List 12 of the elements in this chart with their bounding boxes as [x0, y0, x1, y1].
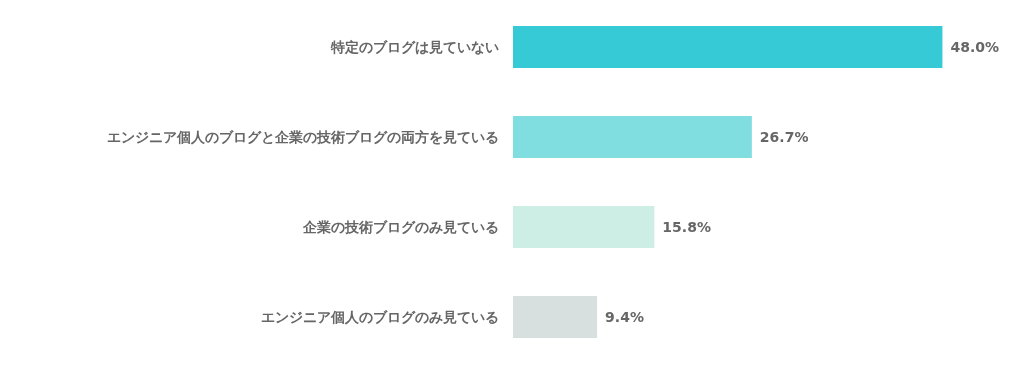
data-label: 9.4% [605, 309, 644, 325]
bar [513, 296, 598, 338]
bar [513, 116, 752, 158]
y-tick-label: エンジニア個人のブログのみ見ている [261, 309, 499, 325]
data-label: 26.7% [759, 129, 809, 145]
y-tick-label: 特定のブログは見ていない [330, 39, 499, 55]
bar [513, 26, 943, 68]
y-tick-label: エンジニア個人のブログと企業の技術ブログの両方を見ている [107, 129, 499, 145]
bar [513, 206, 655, 248]
y-tick-label: 企業の技術ブログのみ見ている [302, 219, 499, 235]
data-label: 15.8% [662, 219, 711, 235]
data-label: 48.0% [950, 39, 999, 55]
